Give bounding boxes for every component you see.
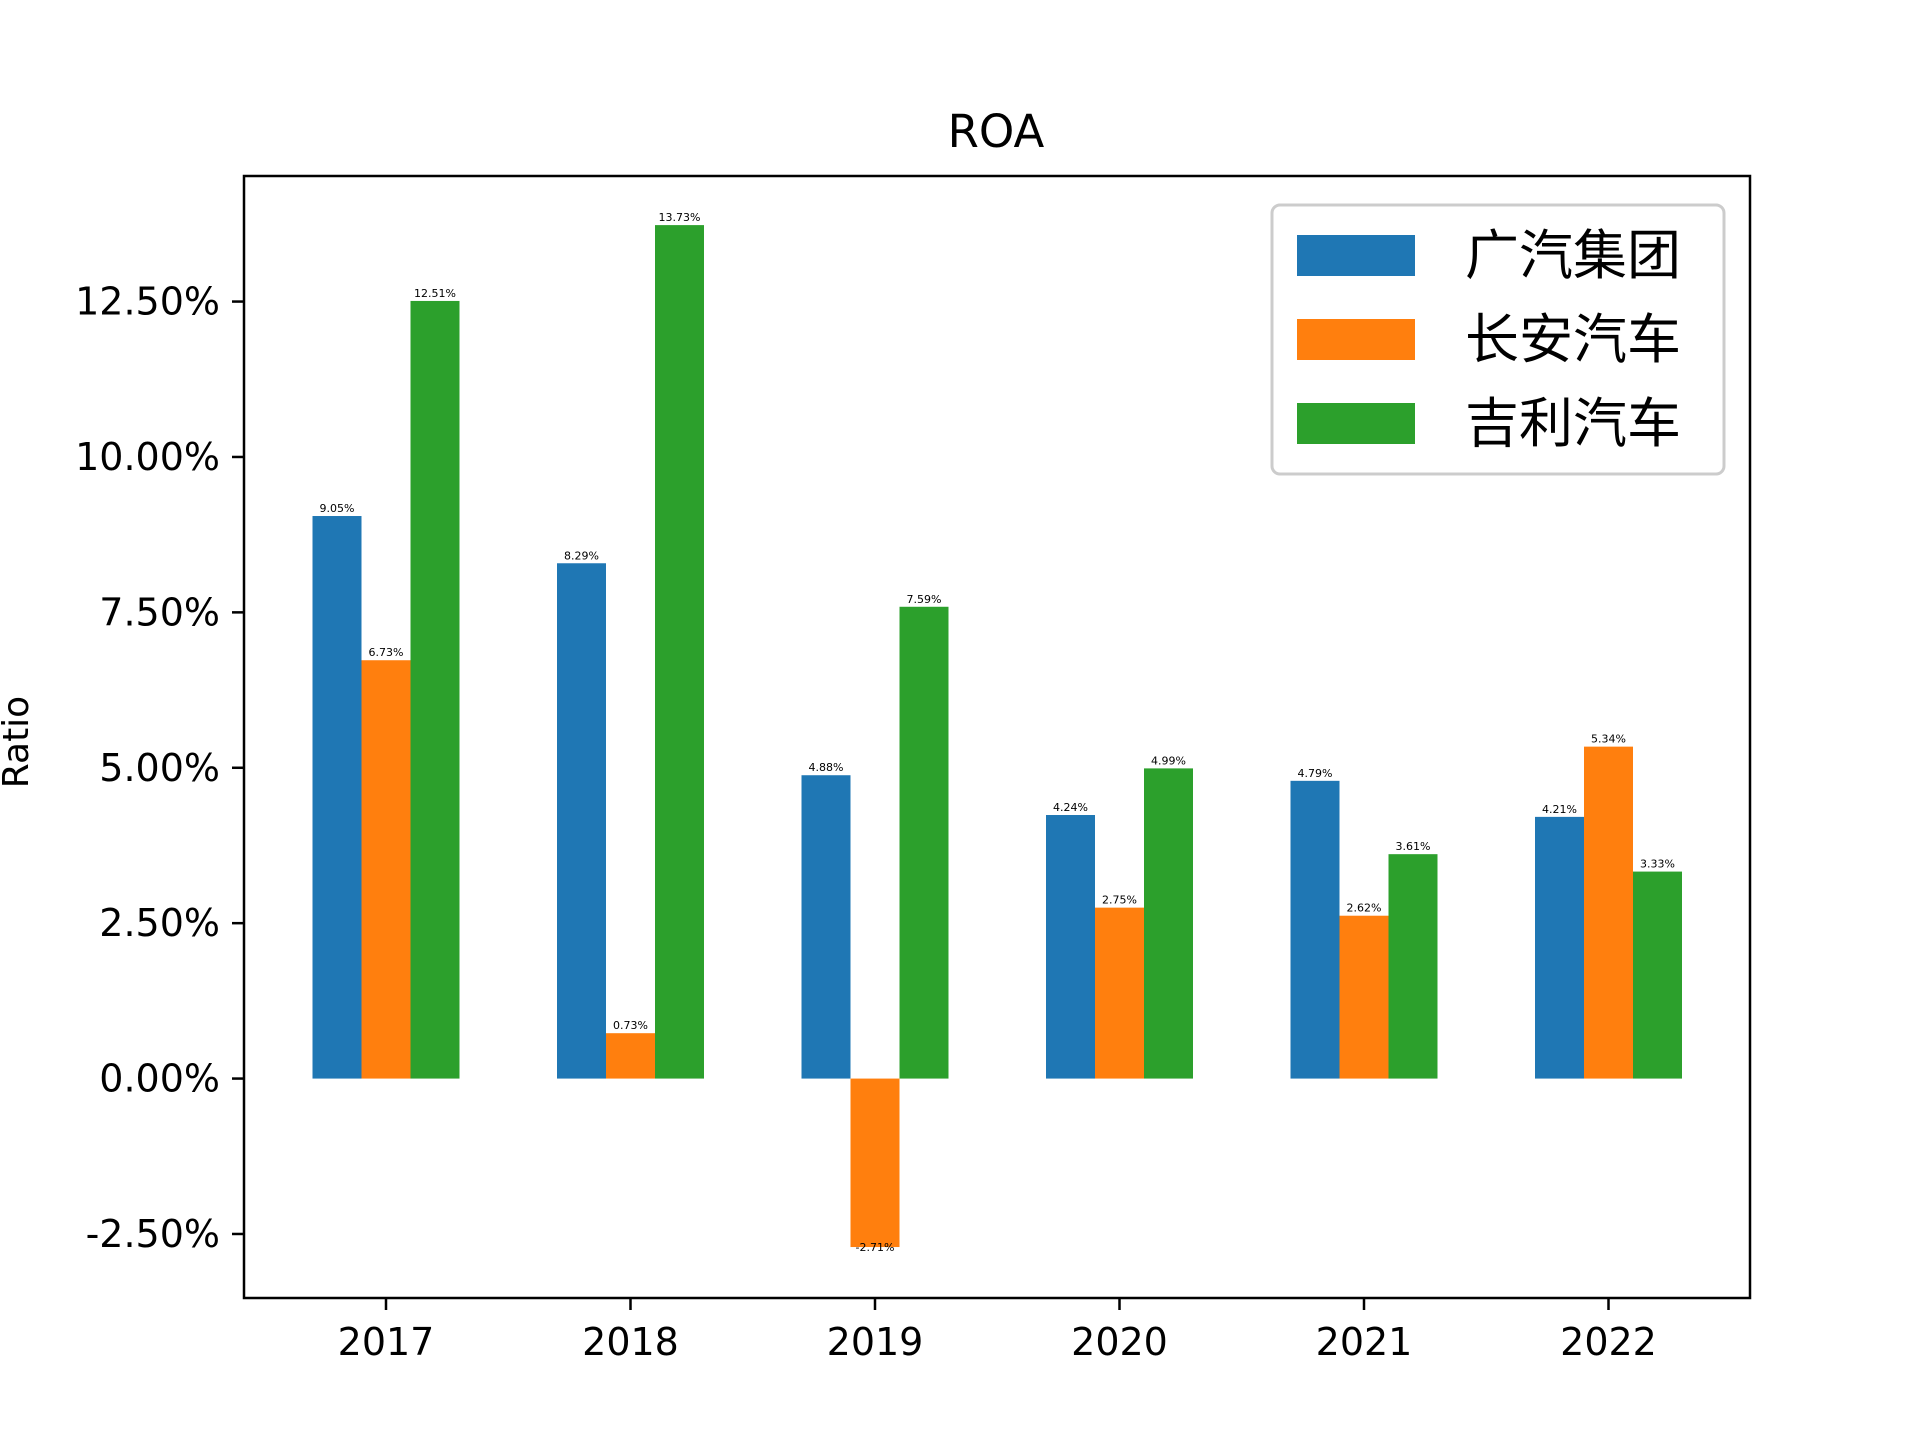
y-tick-label: -2.50% xyxy=(86,1212,220,1256)
legend-swatch xyxy=(1297,403,1415,444)
bar-2018-series-0 xyxy=(557,563,606,1079)
y-tick-label: 0.00% xyxy=(99,1057,220,1101)
bar-value-label: 0.73% xyxy=(613,1019,648,1032)
bar-2022-series-2 xyxy=(1633,871,1682,1079)
legend-swatch xyxy=(1297,319,1415,360)
bar-value-label: 9.05% xyxy=(320,502,355,515)
bar-2017-series-2 xyxy=(410,300,460,1079)
bar-value-label: 8.29% xyxy=(564,549,599,562)
legend-label: 广汽集团 xyxy=(1465,224,1681,287)
bar-2021-series-2 xyxy=(1388,854,1438,1079)
bar-2019-series-2 xyxy=(899,606,949,1079)
x-tick-label: 2020 xyxy=(1071,1320,1168,1364)
bar-2018-series-2 xyxy=(655,225,704,1079)
bar-2022-series-0 xyxy=(1535,816,1584,1079)
x-tick-label: 2017 xyxy=(338,1320,435,1364)
bar-value-label: 13.73% xyxy=(659,211,701,224)
bar-2019-series-1 xyxy=(850,1078,900,1248)
bar-2020-series-0 xyxy=(1046,815,1095,1079)
bar-2022-series-1 xyxy=(1584,746,1633,1079)
bar-2021-series-0 xyxy=(1290,780,1340,1079)
bar-value-label: 2.62% xyxy=(1347,902,1382,915)
x-tick-label: 2018 xyxy=(582,1320,679,1364)
bar-value-label: 5.34% xyxy=(1591,733,1626,746)
bar-value-label: -2.71% xyxy=(856,1241,895,1254)
bar-value-label: 4.24% xyxy=(1053,801,1088,814)
bar-value-label: 4.79% xyxy=(1298,767,1333,780)
x-tick-label: 2021 xyxy=(1316,1320,1413,1364)
bar-2017-series-1 xyxy=(361,660,411,1079)
bar-value-label: 6.73% xyxy=(369,646,404,659)
y-tick-label: 7.50% xyxy=(99,590,220,634)
chart-title: ROA xyxy=(948,105,1045,158)
bar-2019-series-0 xyxy=(801,775,851,1079)
bar-value-label: 4.21% xyxy=(1542,803,1577,816)
y-tick-label: 2.50% xyxy=(99,901,220,945)
legend-swatch xyxy=(1297,235,1415,276)
y-tick-label: 5.00% xyxy=(99,746,220,790)
bar-value-label: 12.51% xyxy=(414,287,456,300)
y-axis-label: Ratio xyxy=(0,696,37,788)
x-axis: 2017 2018 2019 2020 2021 2022 xyxy=(338,1298,1657,1364)
bar-value-label: 4.99% xyxy=(1151,754,1186,767)
y-axis: -2.50% 0.00% 2.50% 5.00% 7.50% 10.00% 12.50% xyxy=(75,280,244,1256)
bar-value-label: 3.33% xyxy=(1640,858,1675,871)
bar-2017-series-0 xyxy=(312,516,362,1079)
legend-label: 长安汽车 xyxy=(1465,308,1681,371)
bar-value-label: 3.61% xyxy=(1396,840,1431,853)
bar-value-label: 4.88% xyxy=(809,761,844,774)
bar-labels-group: 9.05% 8.29% 4.88% 4.24% 4.79% 4.21% 6.73% 0.73%… xyxy=(320,211,1675,1254)
bar-value-label: 7.59% xyxy=(907,593,942,606)
plot-frame xyxy=(242,174,1752,1300)
bar-2020-series-2 xyxy=(1144,768,1193,1079)
bar-value-label: 2.75% xyxy=(1102,894,1137,907)
legend-label: 吉利汽车 xyxy=(1465,392,1681,455)
x-tick-label: 2019 xyxy=(827,1320,924,1364)
y-tick-label: 12.50% xyxy=(75,280,220,324)
y-tick-label: 10.00% xyxy=(75,435,220,479)
x-tick-label: 2022 xyxy=(1560,1320,1657,1364)
bar-2018-series-1 xyxy=(606,1033,655,1079)
bars-group xyxy=(312,225,1682,1248)
bar-2021-series-1 xyxy=(1339,915,1389,1079)
bar-2020-series-1 xyxy=(1095,907,1144,1079)
